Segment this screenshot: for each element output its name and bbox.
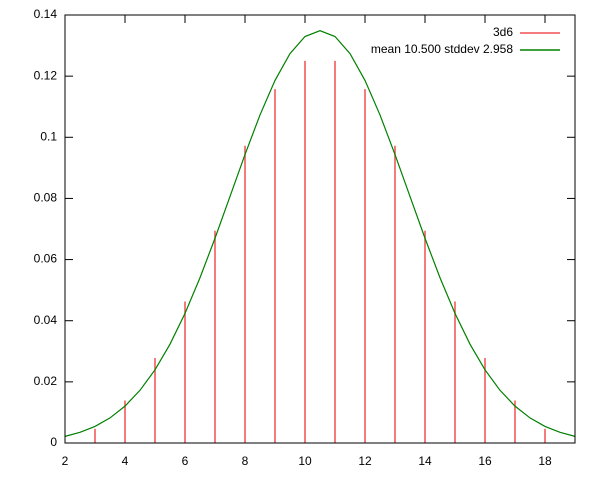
x-tick-label: 8 [242, 454, 249, 468]
x-tick-label: 16 [478, 454, 492, 468]
x-tick-label: 14 [418, 454, 432, 468]
x-tick-label: 4 [122, 454, 129, 468]
curve [64, 30, 576, 437]
y-tick-label: 0 [50, 435, 57, 449]
x-tick-label: 18 [538, 454, 552, 468]
y-tick-label: 0.02 [34, 374, 58, 388]
y-tick-label: 0.04 [34, 313, 58, 327]
y-tick-label: 0.12 [34, 68, 58, 82]
x-tick-label: 6 [182, 454, 189, 468]
y-tick-label: 0.06 [34, 252, 58, 266]
legend-label: mean 10.500 stddev 2.958 [371, 42, 513, 56]
y-tick-label: 0.1 [40, 129, 57, 143]
x-tick-label: 12 [358, 454, 372, 468]
y-tick-label: 0.08 [34, 191, 58, 205]
x-tick-label: 10 [298, 454, 312, 468]
y-tick-label: 0.14 [34, 7, 58, 21]
x-tick-label: 2 [62, 454, 69, 468]
plot-frame [64, 14, 576, 444]
legend-label: 3d6 [493, 25, 513, 39]
